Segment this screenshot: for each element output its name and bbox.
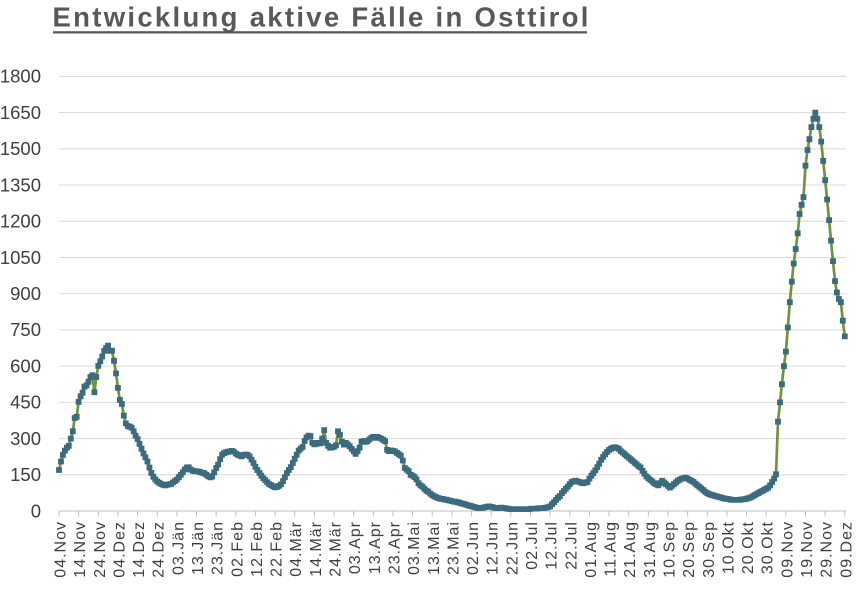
svg-text:21.Aug: 21.Aug (622, 521, 639, 578)
svg-text:1800: 1800 (0, 66, 41, 87)
svg-text:12.Feb: 12.Feb (249, 521, 266, 577)
svg-text:14.Dez: 14.Dez (131, 521, 148, 578)
svg-text:22.Jul: 22.Jul (563, 521, 580, 570)
svg-text:13.Jän: 13.Jän (190, 521, 207, 575)
svg-text:1500: 1500 (0, 138, 41, 159)
svg-text:22.Feb: 22.Feb (269, 521, 286, 577)
svg-text:300: 300 (10, 428, 41, 449)
svg-text:11.Aug: 11.Aug (603, 521, 620, 577)
svg-text:13.Apr: 13.Apr (367, 521, 384, 574)
svg-text:450: 450 (10, 392, 41, 413)
svg-text:31.Aug: 31.Aug (642, 521, 659, 578)
svg-text:13.Mai: 13.Mai (426, 521, 443, 575)
svg-text:1200: 1200 (0, 211, 41, 232)
svg-text:1350: 1350 (0, 174, 41, 195)
svg-text:03.Mai: 03.Mai (406, 521, 423, 575)
svg-text:02.Jul: 02.Jul (524, 521, 541, 570)
svg-text:Entwicklung aktive Fälle in Os: Entwicklung aktive Fälle in Osttirol (53, 2, 591, 33)
svg-text:14.Nov: 14.Nov (72, 521, 89, 578)
svg-text:23.Mai: 23.Mai (445, 521, 462, 575)
svg-text:1050: 1050 (0, 247, 41, 268)
svg-text:1650: 1650 (0, 102, 41, 123)
svg-text:22.Jun: 22.Jun (504, 521, 521, 575)
svg-text:12.Jul: 12.Jul (544, 521, 561, 570)
svg-text:900: 900 (10, 283, 41, 304)
svg-text:09.Nov: 09.Nov (779, 521, 796, 578)
svg-text:04.Nov: 04.Nov (53, 521, 70, 578)
svg-text:20.Sep: 20.Sep (681, 521, 698, 578)
svg-text:03.Jän: 03.Jän (170, 521, 187, 575)
svg-text:30.Sep: 30.Sep (701, 521, 718, 578)
svg-text:03.Apr: 03.Apr (347, 521, 364, 574)
svg-text:10.Okt: 10.Okt (720, 521, 737, 574)
svg-text:750: 750 (10, 319, 41, 340)
svg-text:0: 0 (31, 500, 41, 521)
svg-text:02.Feb: 02.Feb (229, 521, 246, 577)
svg-text:24.Dez: 24.Dez (151, 521, 168, 578)
svg-text:01.Aug: 01.Aug (583, 521, 600, 578)
svg-text:02.Jun: 02.Jun (465, 521, 482, 575)
svg-text:09.Dez: 09.Dez (838, 521, 855, 578)
svg-text:23.Apr: 23.Apr (386, 521, 403, 574)
svg-text:04.Mär: 04.Mär (288, 521, 305, 577)
svg-text:30.Okt: 30.Okt (760, 521, 777, 574)
svg-text:20.Okt: 20.Okt (740, 521, 757, 574)
svg-text:10.Sep: 10.Sep (662, 521, 679, 578)
svg-text:04.Dez: 04.Dez (111, 521, 128, 578)
svg-text:600: 600 (10, 355, 41, 376)
svg-text:14.Mär: 14.Mär (308, 521, 325, 577)
svg-text:24.Nov: 24.Nov (92, 521, 109, 578)
svg-text:24.Mär: 24.Mär (328, 521, 345, 577)
svg-text:19.Nov: 19.Nov (799, 521, 816, 578)
svg-text:12.Jun: 12.Jun (485, 521, 502, 575)
svg-text:29.Nov: 29.Nov (819, 521, 836, 578)
svg-text:23.Jän: 23.Jän (210, 521, 227, 575)
svg-text:150: 150 (10, 464, 41, 485)
